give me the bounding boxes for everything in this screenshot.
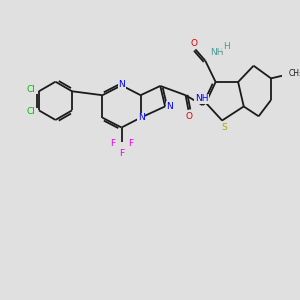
Text: NH: NH <box>195 94 208 103</box>
Text: Cl: Cl <box>27 85 35 94</box>
Text: CH₃: CH₃ <box>288 69 300 78</box>
Text: F: F <box>128 139 133 148</box>
Text: F: F <box>110 139 115 148</box>
Text: N: N <box>138 113 145 122</box>
Text: F: F <box>119 149 124 158</box>
Text: Cl: Cl <box>26 107 35 116</box>
Text: N: N <box>118 80 125 89</box>
Text: N: N <box>166 102 173 111</box>
Text: NH: NH <box>210 48 224 57</box>
Text: O: O <box>190 39 197 48</box>
Text: O: O <box>185 112 193 121</box>
Text: S: S <box>221 123 227 132</box>
Text: H: H <box>223 41 230 50</box>
